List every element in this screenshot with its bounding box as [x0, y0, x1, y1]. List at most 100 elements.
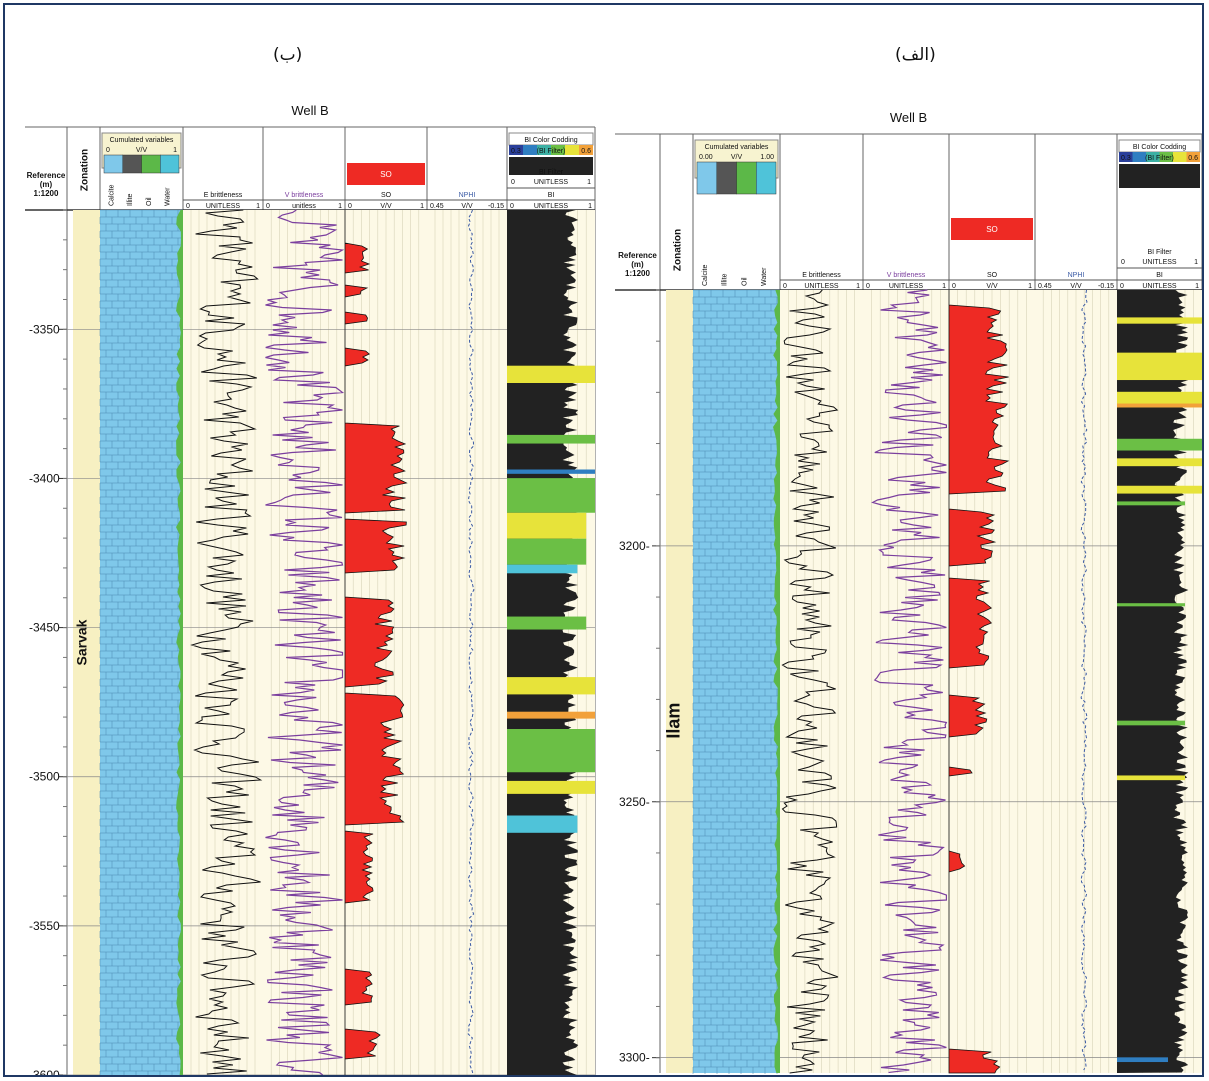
cumulated-swatch [696, 161, 717, 195]
well-log-figure: Well BReference(m)1:1200Zonation-3350-34… [25, 103, 1202, 1075]
track-max: 1 [942, 283, 946, 290]
track-name: BI [548, 192, 555, 199]
depth-tick-label: 3250- [619, 795, 650, 809]
track-max: 1 [1028, 283, 1032, 290]
track-unit: V/V [986, 283, 998, 290]
bi-color-band [1117, 458, 1202, 467]
track-unit: UNITLESS [889, 283, 924, 290]
track-min: 0 [348, 203, 352, 210]
bi-color-band [1117, 352, 1202, 381]
depth-tick-label: -3350 [29, 322, 60, 336]
bi-filter-legend [509, 157, 593, 175]
bi-color-min: 0.3 [511, 148, 521, 155]
depth-tick-label: -3550 [29, 919, 60, 933]
track-min: 0 [186, 203, 190, 210]
bi-color-swatch [1132, 152, 1146, 162]
figure-frame: (ب) (الف) Well B Reference (m) 1:1200 Zonati… [3, 3, 1204, 1077]
cumulated-component-label: Water [165, 187, 172, 206]
track-unit: unitless [292, 203, 316, 210]
bi-color-band [507, 616, 587, 630]
zone-label: Ilam [664, 703, 684, 739]
bi-filter-max: 1 [1194, 259, 1198, 266]
v-brittleness-curve [265, 209, 345, 1075]
depth-tick-label: 3300- [619, 1051, 650, 1065]
bi-color-band [1117, 485, 1202, 494]
bi-color-band [1117, 317, 1202, 324]
track-min: 0 [783, 283, 787, 290]
bi-color-title: BI Color Codding [524, 137, 577, 144]
bi-color-band [507, 729, 595, 773]
so-legend-box [347, 163, 425, 185]
bi-color-min: 0.3 [1121, 155, 1131, 162]
cumulated-component-label: Illite [127, 193, 134, 206]
track-max: -0.15 [488, 203, 504, 210]
so-fill [344, 210, 408, 1075]
cumulated-swatch [716, 161, 737, 195]
cumulated-title: Cumulated variables [705, 144, 769, 151]
bi-color-max: 0.6 [1188, 155, 1198, 162]
track-name: NPHI [1068, 272, 1085, 279]
track-unit: UNITLESS [206, 203, 241, 210]
track-name: NPHI [459, 192, 476, 199]
depth-tick-label: -3500 [29, 770, 60, 784]
track-name: E brittleness [204, 192, 243, 199]
reference-unit: (m) [631, 260, 644, 269]
bi-filter-name: BI Filter [539, 169, 564, 176]
track-name: V brittleness [285, 192, 324, 199]
track-max: 1 [1195, 283, 1199, 290]
bi-color-swatch [579, 145, 593, 155]
cumulated-swatch [103, 154, 123, 174]
so-legend-label: SO [986, 225, 998, 234]
bi-color-band [507, 677, 595, 695]
cumulated-swatch [160, 154, 180, 174]
cumulated-swatch [141, 154, 161, 174]
bi-color-band [1117, 603, 1185, 607]
cumulated-component-label: Illite [722, 273, 729, 286]
bi-color-band [507, 711, 595, 719]
bi-filter-unit: UNITLESS [1142, 259, 1177, 266]
bi-color-band [507, 478, 595, 513]
bi-fill [507, 210, 579, 1075]
reference-scale: 1:1200 [34, 189, 59, 198]
so-legend-label: SO [380, 170, 392, 179]
bi-color-band [1117, 438, 1202, 451]
bi-color-band [507, 815, 578, 833]
reference-label: Reference [618, 251, 657, 260]
panel-label-right: (الف) [895, 45, 936, 65]
track-min: 0 [510, 203, 514, 210]
track-name: V brittleness [887, 272, 926, 279]
bi-color-swatch [1146, 152, 1160, 162]
bi-color-max: 0.6 [581, 148, 591, 155]
cumulated-min: 0 [106, 147, 110, 154]
v-brittleness-curve [871, 289, 948, 1074]
depth-tick-label: -3450 [29, 621, 60, 635]
log-panel-ilam: Well B Reference(m)1:1200 Zonation 3200- 325… [615, 110, 1202, 1074]
cumulated-title: Cumulated variables [110, 137, 174, 144]
bi-color-band [507, 780, 595, 794]
track-unit: UNITLESS [804, 283, 839, 290]
well-title: Well B [291, 103, 328, 118]
bi-color-swatch [537, 145, 551, 155]
track-min: 0 [866, 283, 870, 290]
oil-fill [176, 210, 183, 1075]
track-min: 0 [266, 203, 270, 210]
bi-color-band [1117, 501, 1185, 506]
calcite-fill [693, 290, 780, 1073]
bi-color-mid: (BI Filter) [1145, 155, 1174, 162]
reference-scale: 1:1200 [625, 269, 650, 278]
nphi-curve [467, 209, 475, 1075]
track-unit: V/V [1070, 283, 1082, 290]
zone-fill [666, 290, 693, 1073]
track-unit: UNITLESS [1142, 283, 1177, 290]
reference-label: Reference [27, 171, 66, 180]
bi-color-band [507, 564, 578, 574]
track-max: -0.15 [1098, 283, 1114, 290]
cumulated-unit: V/V [731, 154, 743, 161]
bi-filter-min: 0 [1121, 259, 1125, 266]
cumulated-component-label: Oil [741, 277, 748, 286]
e-brittleness-curve [781, 289, 839, 1074]
track-name: BI [1156, 272, 1163, 279]
oil-fill [773, 290, 780, 1073]
cumulated-max: 1.00 [760, 154, 774, 161]
bi-filter-min: 0 [511, 179, 515, 186]
